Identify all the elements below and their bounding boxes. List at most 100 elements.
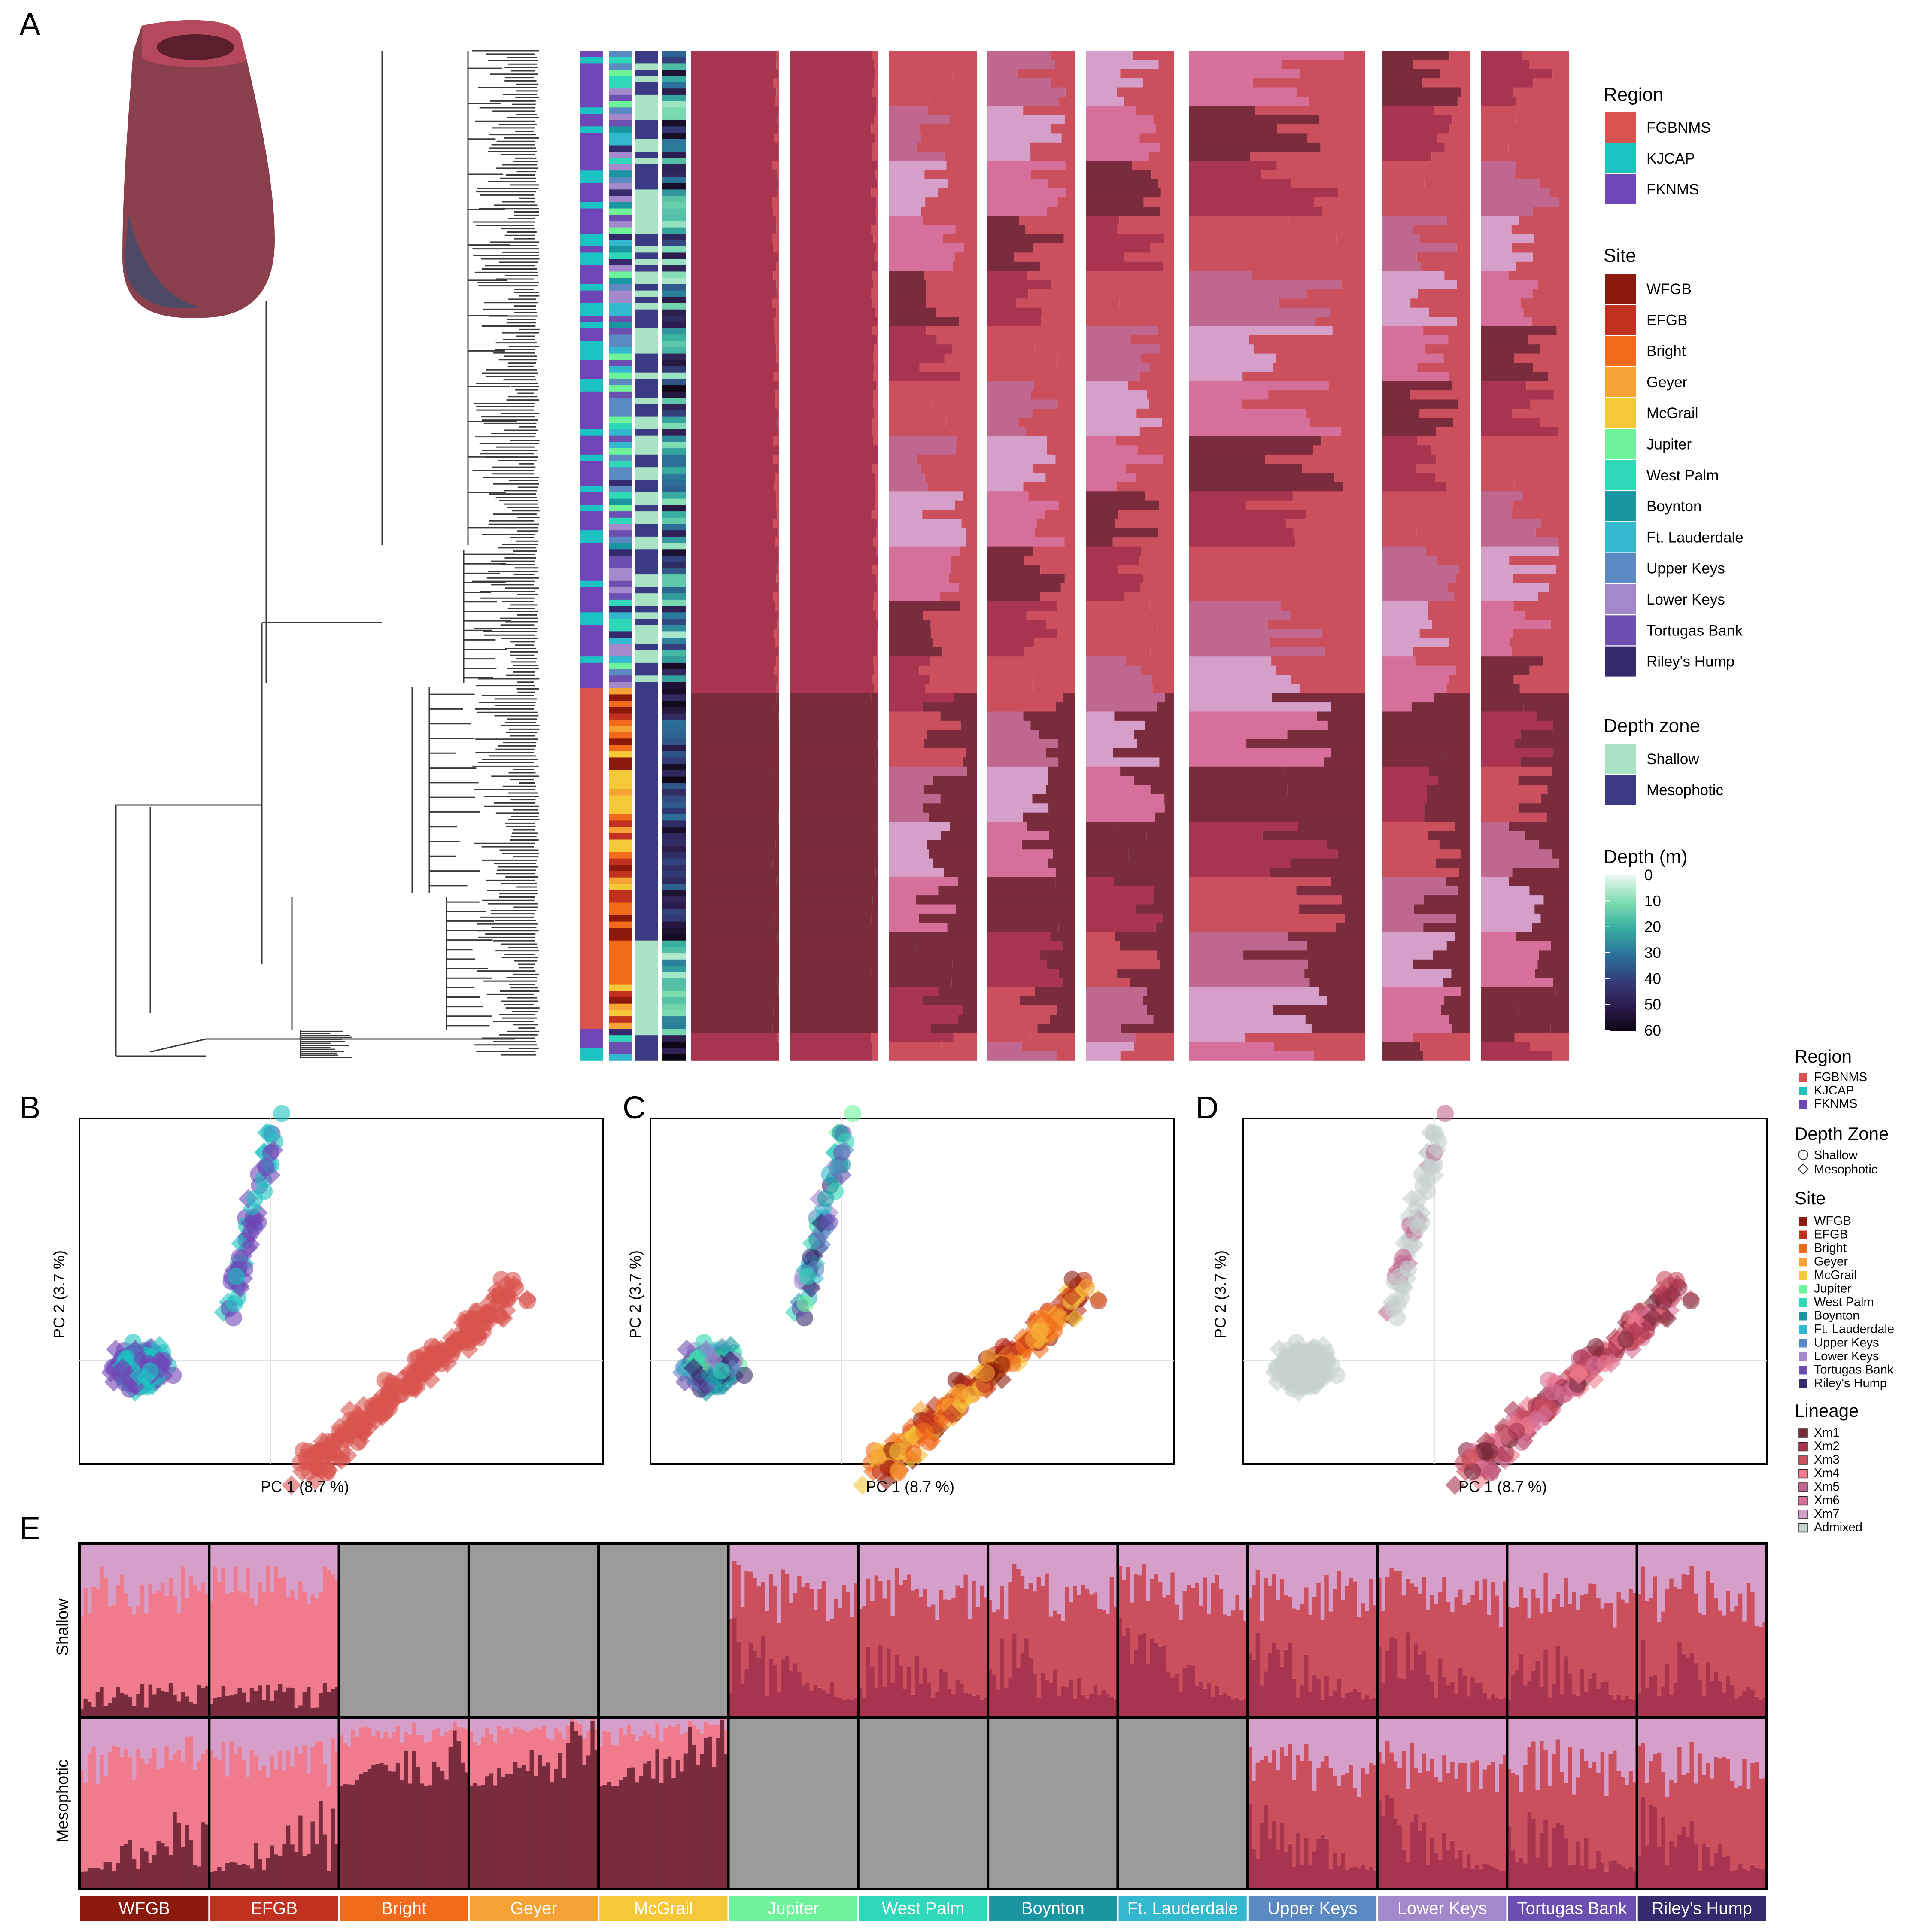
- strip-region-cell: [580, 297, 603, 304]
- admix-segment: [1382, 895, 1424, 905]
- pca-point: [491, 1287, 510, 1307]
- admix-segment: [1554, 436, 1569, 446]
- admix-segment: [874, 684, 878, 694]
- admix-segment: [1382, 234, 1420, 244]
- admix-segment: [1523, 491, 1569, 501]
- admix-segment: [1324, 261, 1365, 271]
- strip-zone-cell: [635, 808, 658, 815]
- admix-segment: [1086, 656, 1126, 666]
- admix-segment: [922, 510, 977, 519]
- admix-segment: [1481, 987, 1556, 997]
- structure-bar: [193, 1865, 197, 1889]
- strip-depth-cell: [662, 284, 686, 291]
- admix-segment: [1145, 720, 1174, 731]
- admix-segment: [987, 234, 1064, 244]
- admix-segment: [963, 1005, 977, 1015]
- admix-segment: [1162, 913, 1174, 923]
- admix-segment: [1047, 207, 1075, 216]
- structure-bar: [181, 1692, 185, 1717]
- admix-segment: [1529, 665, 1569, 675]
- admix-segment: [1441, 1005, 1470, 1015]
- admix-segment: [942, 647, 977, 657]
- strip-site-cell: [609, 139, 632, 146]
- admix-segment: [1030, 720, 1075, 731]
- admix-segment: [691, 491, 776, 501]
- structure-bar: [246, 1865, 250, 1889]
- structure-bar: [79, 1543, 84, 1617]
- structure-bar: [164, 1846, 169, 1889]
- strip-depth-cell: [662, 265, 686, 272]
- strip-site-cell: [609, 265, 632, 272]
- strip-site-cell: [609, 1035, 632, 1042]
- admix-segment: [1189, 427, 1341, 437]
- admix-segment: [889, 748, 966, 758]
- legend-depth-gradient: [1605, 911, 1636, 914]
- admix-segment: [889, 978, 952, 987]
- admix-segment: [691, 537, 775, 547]
- admix-segment: [872, 674, 878, 685]
- admix-segment: [1543, 656, 1569, 666]
- strip-zone-cell: [635, 467, 658, 474]
- admix-segment: [790, 307, 875, 317]
- structure-bar: [217, 1581, 222, 1697]
- admix-segment: [790, 261, 878, 271]
- admix-segment: [1047, 436, 1075, 446]
- admix-segment: [1086, 556, 1139, 565]
- admix-segment: [1382, 574, 1456, 583]
- strip-depth-cell: [662, 562, 686, 569]
- strip-region-cell: [580, 814, 603, 821]
- admix-segment: [1245, 500, 1365, 510]
- strip-zone-cell: [635, 701, 658, 708]
- legend-site-label: Jupiter: [1646, 436, 1692, 453]
- strip-site-cell: [609, 366, 632, 373]
- admix-segment: [790, 454, 878, 464]
- structure-bar: [229, 1695, 234, 1717]
- admix-segment: [1121, 629, 1174, 639]
- structure-bar: [189, 1701, 194, 1717]
- strip-depth-cell: [662, 240, 686, 247]
- structure-bar: [225, 1594, 230, 1696]
- admix-segment: [775, 390, 779, 400]
- pca-point: [1427, 1140, 1447, 1160]
- pca-b-xlabel: PC 1 (8.7 %): [261, 1478, 349, 1495]
- structure-bar: [319, 1591, 323, 1693]
- admix-segment: [691, 693, 777, 703]
- admix-segment: [1189, 693, 1272, 703]
- admix-segment: [1382, 335, 1449, 345]
- strip-region-cell: [580, 492, 603, 499]
- structure-bar: [176, 1701, 181, 1717]
- admix-segment: [875, 170, 878, 180]
- admix-segment: [1553, 720, 1569, 731]
- admix-segment: [1452, 381, 1470, 391]
- strip-depth-cell: [662, 133, 686, 140]
- admix-segment: [1382, 115, 1453, 125]
- admix-segment: [1284, 766, 1365, 776]
- admix-segment: [1437, 556, 1470, 565]
- admix-segment: [1189, 978, 1310, 987]
- pca-point: [994, 1338, 1012, 1355]
- admix-segment: [1382, 867, 1459, 878]
- admix-segment: [1189, 207, 1322, 216]
- legend-site-label: Riley's Hump: [1646, 653, 1735, 670]
- strip-region-cell: [580, 846, 603, 853]
- admix-segment: [790, 923, 874, 933]
- legend-depth-gradient: [1605, 1020, 1636, 1023]
- structure-bar: [120, 1575, 125, 1693]
- admix-segment: [889, 1015, 958, 1024]
- strip-depth-cell: [662, 423, 686, 430]
- strip-zone-cell: [635, 852, 658, 859]
- strip-region-cell: [580, 189, 603, 196]
- admix-segment: [790, 491, 875, 501]
- strip-site-cell: [609, 953, 632, 960]
- strip-region-cell: [580, 360, 603, 367]
- strip-site-cell: [609, 662, 632, 670]
- strip-region-cell: [580, 650, 603, 657]
- pca-c-ylabel: PC 2 (3.7 %): [626, 1250, 644, 1339]
- admix-segment: [1300, 684, 1365, 694]
- admix-segment: [987, 399, 1058, 409]
- admix-segment: [889, 96, 930, 106]
- strip-region-cell: [580, 707, 603, 714]
- pca-point: [1090, 1292, 1107, 1309]
- structure-bar: [124, 1593, 128, 1695]
- admix-segment: [1481, 381, 1527, 391]
